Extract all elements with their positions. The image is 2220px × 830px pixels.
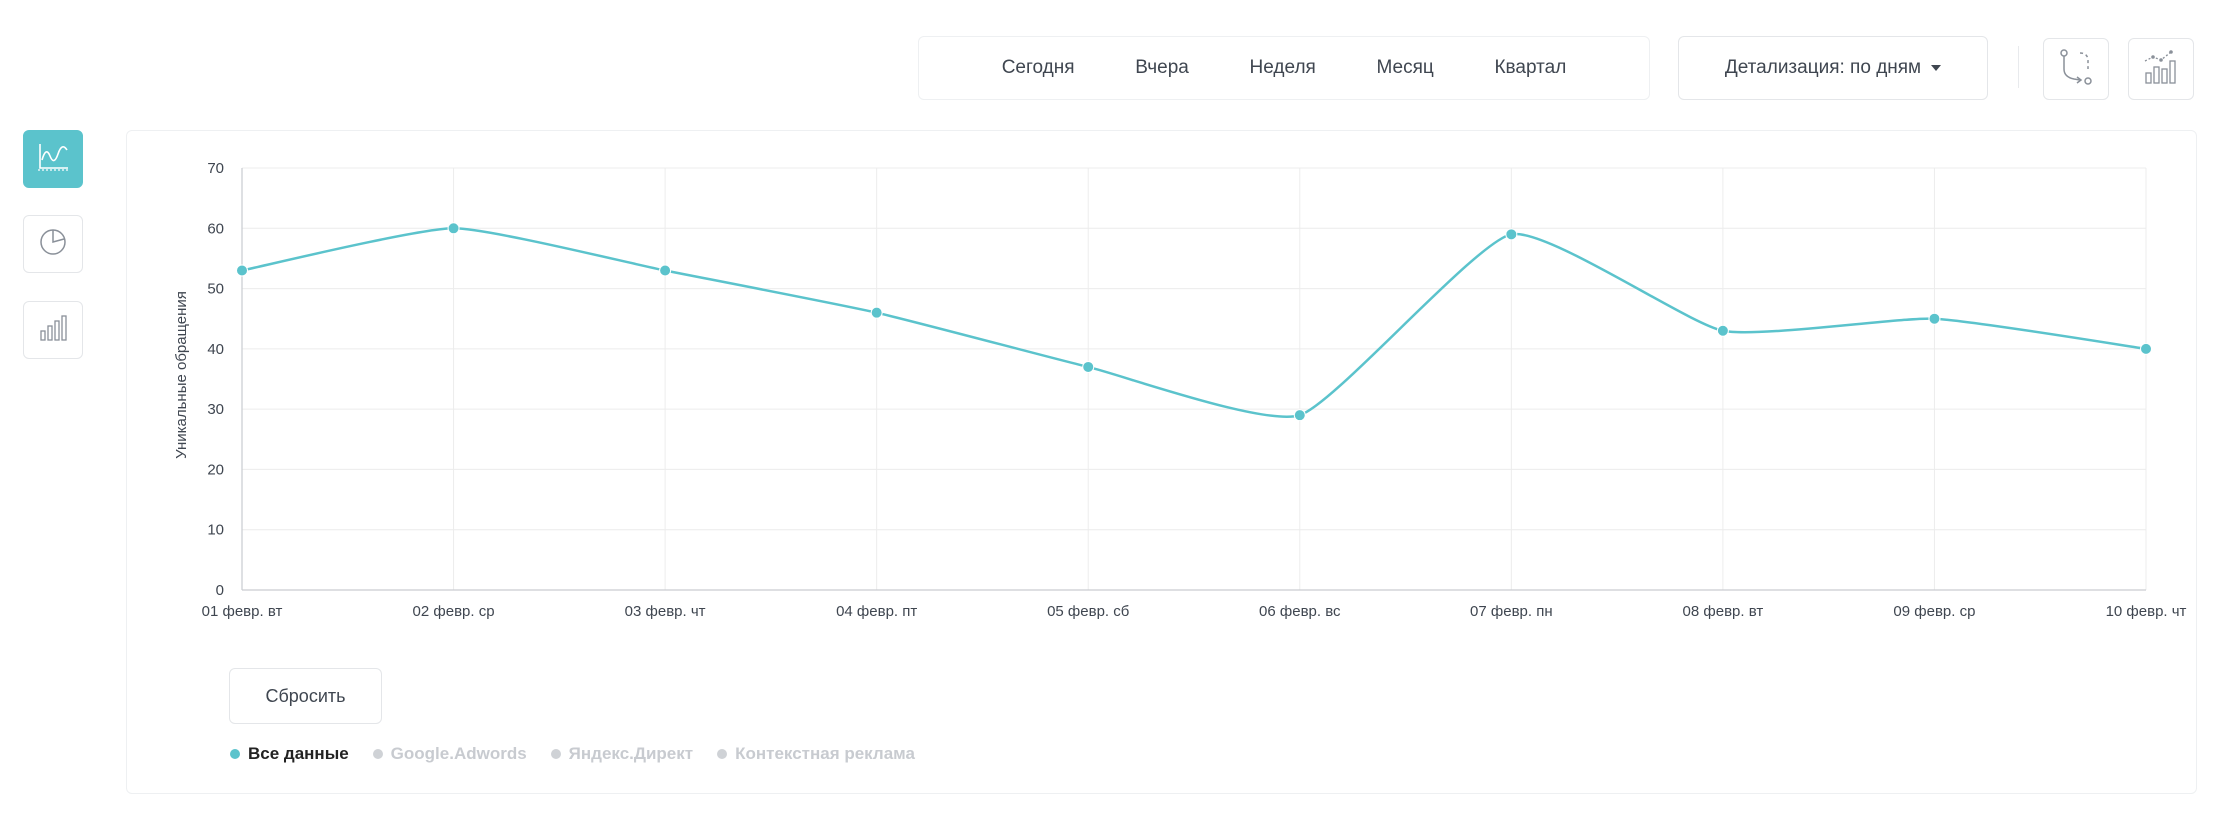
path-icon	[2056, 47, 2096, 92]
bar-chart-icon	[38, 313, 68, 348]
data-point[interactable]	[1505, 228, 1518, 241]
x-tick-label: 08 февр. вт	[1683, 603, 1764, 620]
data-point[interactable]	[2140, 342, 2152, 355]
data-point[interactable]	[236, 264, 248, 277]
legend-dot-icon	[550, 749, 561, 759]
bar-chart-button[interactable]	[23, 301, 83, 359]
y-tick-label: 70	[207, 160, 224, 177]
legend-item-yandex[interactable]: Яндекс.Директ	[550, 744, 694, 764]
y-tick-label: 10	[207, 522, 224, 539]
chart-series	[236, 222, 2152, 422]
y-tick-label: 30	[207, 401, 224, 418]
legend-label: Контекстная реклама	[735, 744, 915, 763]
legend-item-all[interactable]: Все данные	[230, 744, 349, 764]
data-point[interactable]	[447, 222, 460, 235]
legend-item-context[interactable]: Контекстная реклама	[717, 744, 915, 764]
y-axis-title: Уникальные обращения	[173, 291, 190, 459]
legend-label: Google.Adwords	[390, 744, 527, 763]
line-chart-icon	[36, 142, 70, 177]
y-tick-label: 40	[207, 341, 224, 358]
x-tick-label: 04 февр. пт	[836, 603, 917, 620]
chart-trend-button[interactable]	[2128, 38, 2194, 100]
x-tick-label: 10 февр. чт	[2106, 603, 2187, 620]
data-point[interactable]	[870, 306, 883, 319]
line-chart-button[interactable]	[23, 130, 83, 188]
legend-item-google[interactable]: Google.Adwords	[372, 744, 527, 764]
y-tick-label: 50	[207, 281, 224, 298]
x-tick-label: 06 февр. вс	[1259, 603, 1341, 620]
pie-chart-button[interactable]	[23, 215, 83, 273]
period-tab-quarter[interactable]: Квартал	[1494, 57, 1567, 78]
x-tick-label: 01 февр. вт	[202, 603, 283, 620]
y-tick-label: 20	[207, 461, 224, 478]
period-tab-today[interactable]: Сегодня	[1001, 57, 1075, 78]
legend-dot-icon	[230, 749, 240, 759]
x-tick-label: 02 февр. ср	[413, 603, 495, 620]
detail-dropdown[interactable]: Детализация: по дням	[1678, 36, 1988, 100]
chart-grid	[241, 167, 2147, 591]
legend-dot-icon	[717, 749, 728, 759]
chart-legend: Все данные Google.Adwords Яндекс.Директ …	[230, 744, 915, 764]
period-tab-yesterday[interactable]: Вчера	[1135, 57, 1189, 78]
legend-label: Яндекс.Директ	[568, 744, 694, 763]
detail-dropdown-label: Детализация: по дням	[1724, 57, 1922, 78]
data-point[interactable]	[1928, 312, 1941, 325]
legend-label: Все данные	[248, 744, 349, 763]
period-tab-month[interactable]: Месяц	[1376, 57, 1434, 78]
path-button[interactable]	[2043, 38, 2109, 100]
chart-card	[126, 130, 2197, 794]
y-tick-label: 60	[207, 220, 224, 237]
x-tick-label: 09 февр. ср	[1893, 603, 1975, 620]
x-tick-label: 03 февр. чт	[625, 603, 706, 620]
data-point[interactable]	[1716, 324, 1729, 337]
reset-button[interactable]: Сбросить	[229, 668, 382, 724]
y-tick-label: 0	[216, 582, 224, 599]
legend-dot-icon	[372, 749, 383, 759]
y-axis-title-group: Уникальные обращения	[173, 291, 190, 459]
period-selector: Сегодня Вчера Неделя Месяц Квартал	[918, 36, 1650, 100]
x-tick-label: 07 февр. пн	[1470, 603, 1553, 620]
chevron-down-icon	[1931, 65, 1942, 71]
chart-trend-icon	[2141, 47, 2181, 92]
data-point[interactable]	[1082, 360, 1095, 373]
x-tick-label: 05 февр. сб	[1047, 603, 1129, 620]
chart-axes: 0 10 20 30 40 50 60 70 01 февр. вт 02 февр. ср 03 …	[202, 160, 2187, 620]
data-point[interactable]	[659, 264, 672, 277]
toolbar-divider	[2018, 46, 2019, 88]
pie-chart-icon	[38, 227, 68, 262]
reset-button-label: Сбросить	[265, 685, 346, 706]
period-tab-week[interactable]: Неделя	[1249, 57, 1316, 78]
series-line	[241, 227, 2147, 418]
data-point[interactable]	[1293, 409, 1306, 422]
